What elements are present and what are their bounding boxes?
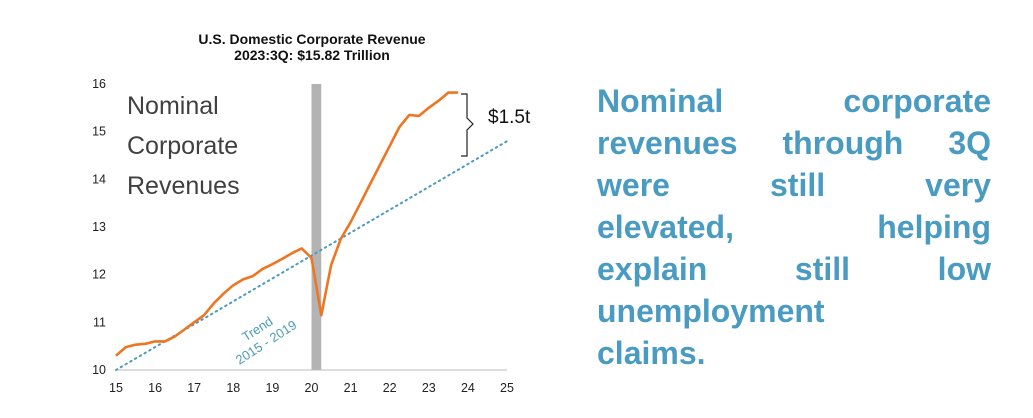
x-tick-label: 25 bbox=[500, 381, 514, 395]
commentary-line: revenues through 3Q bbox=[597, 122, 991, 164]
commentary-line: claims. bbox=[597, 332, 991, 374]
commentary-word: explain bbox=[597, 251, 708, 287]
x-tick-label: 16 bbox=[148, 381, 162, 395]
y-tick-label: 11 bbox=[93, 315, 106, 329]
series-label-line-2: Corporate bbox=[127, 132, 238, 160]
x-tick-label: 19 bbox=[265, 381, 279, 395]
y-tick-label: 14 bbox=[92, 172, 106, 186]
commentary-line: elevated, helping bbox=[597, 206, 991, 248]
x-tick-label: 24 bbox=[461, 381, 475, 395]
series-label-line-1: Nominal bbox=[127, 92, 219, 120]
y-tick-label: 10 bbox=[92, 363, 106, 377]
recession-band bbox=[311, 84, 322, 370]
revenue-series-line bbox=[115, 91, 459, 357]
commentary-word: claims. bbox=[597, 335, 706, 371]
commentary-word: helping bbox=[877, 209, 991, 245]
x-tick-label: 21 bbox=[344, 381, 358, 395]
x-tick-label: 17 bbox=[187, 381, 201, 395]
x-tick-label: 22 bbox=[383, 381, 397, 395]
gap-bracket bbox=[461, 93, 474, 157]
commentary-word: were bbox=[597, 167, 670, 203]
commentary-word: 3Q bbox=[948, 125, 991, 161]
commentary-word: through bbox=[782, 125, 904, 161]
commentary-word: very bbox=[925, 167, 991, 203]
commentary-line: Nominal corporate bbox=[597, 80, 991, 122]
y-tick-label: 13 bbox=[92, 220, 106, 234]
chart-title: U.S. Domestic Corporate Revenue bbox=[198, 31, 425, 47]
commentary-line: unemployment bbox=[597, 290, 991, 332]
gap-annotation: $1.5t bbox=[488, 107, 531, 128]
y-tick-label: 12 bbox=[92, 268, 106, 282]
x-tick-label: 20 bbox=[305, 381, 319, 395]
x-tick-label: 15 bbox=[109, 381, 123, 395]
commentary-word: still bbox=[769, 167, 826, 203]
series-label-line-3: Revenues bbox=[127, 172, 240, 200]
commentary-word: revenues bbox=[597, 125, 738, 161]
y-tick-label: 16 bbox=[92, 77, 106, 91]
commentary-text: Nominal corporate revenues through 3Q were sti… bbox=[597, 80, 991, 374]
commentary-word: corporate bbox=[843, 83, 991, 119]
trend-line bbox=[115, 140, 508, 371]
commentary-word: still bbox=[794, 251, 851, 287]
commentary-line: were still very bbox=[597, 164, 991, 206]
commentary-word: low bbox=[937, 251, 991, 287]
commentary-word: elevated, bbox=[597, 209, 734, 245]
y-tick-label: 15 bbox=[92, 125, 106, 139]
commentary-word: unemployment bbox=[597, 293, 825, 329]
commentary-word: Nominal bbox=[597, 83, 724, 119]
chart-subtitle: 2023:3Q: $15.82 Trillion bbox=[234, 47, 390, 63]
commentary-line: explain still low bbox=[597, 248, 991, 290]
x-tick-label: 18 bbox=[226, 381, 240, 395]
x-tick-label: 23 bbox=[422, 381, 436, 395]
